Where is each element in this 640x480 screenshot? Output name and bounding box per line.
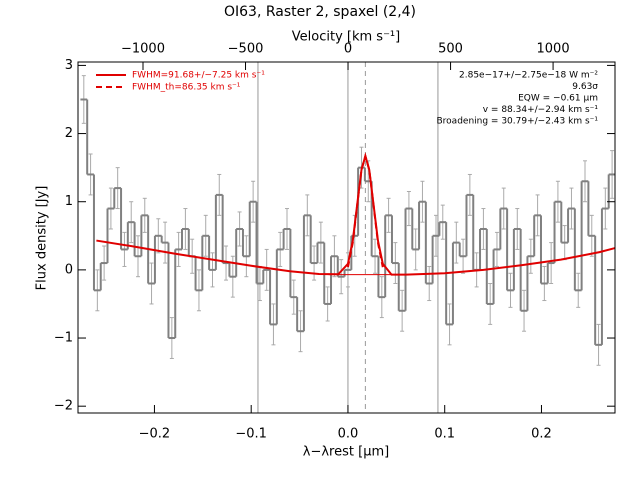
x2-tick-label: 0 [344, 42, 352, 57]
y-tick-label: −1 [54, 331, 73, 346]
legend-label: FWHM_th=86.35 km s⁻¹ [132, 83, 241, 93]
annotation: EQW = −0.61 μm [518, 94, 598, 104]
y-axis-label: Flux density [Jy] [35, 186, 50, 291]
y-tick-label: −2 [54, 399, 73, 414]
annotation: Broadening = 30.79+/−2.43 km s⁻¹ [437, 117, 599, 127]
chart-title: OI63, Raster 2, spaxel (2,4) [224, 4, 416, 20]
y-tick-label: 0 [65, 262, 73, 277]
x-tick-label: 0.0 [338, 427, 359, 442]
legend-label: FWHM=91.68+/−7.25 km s⁻¹ [132, 71, 265, 81]
x-tick-label: 0.2 [531, 427, 552, 442]
x-tick-label: 0.1 [434, 427, 455, 442]
annotation: 2.85e−17+/−2.75e−18 W m⁻² [459, 71, 598, 81]
fit-line [346, 152, 384, 268]
x-axis-label: λ−λrest [μm] [303, 445, 389, 460]
y-tick-label: 1 [65, 194, 73, 209]
plot-frame [77, 61, 616, 414]
x2-axis-label: Velocity [km s⁻¹] [292, 30, 400, 45]
x2-tick-label: −1000 [121, 42, 165, 57]
annotation: v = 88.34+/−2.94 km s⁻¹ [483, 105, 599, 115]
x2-tick-label: 1000 [537, 42, 570, 57]
annotation: 9.63σ [572, 82, 598, 92]
y-tick-label: 3 [65, 58, 73, 73]
x-tick-label: −0.2 [139, 427, 171, 442]
x2-tick-label: 500 [438, 42, 463, 57]
x-tick-label: −0.1 [235, 427, 267, 442]
y-tick-label: 2 [65, 126, 73, 141]
x2-tick-label: −500 [228, 42, 264, 57]
